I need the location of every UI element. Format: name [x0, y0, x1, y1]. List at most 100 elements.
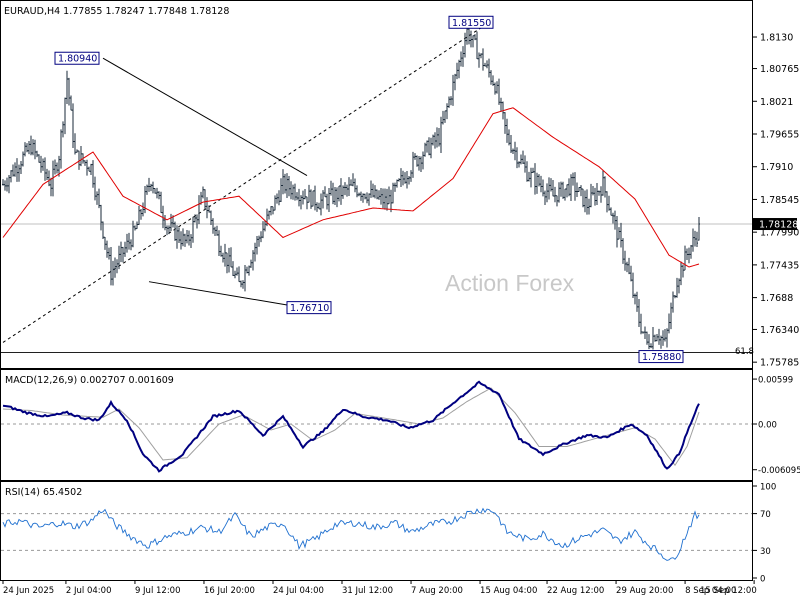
rsi-tick-label: 100 — [760, 483, 776, 493]
rsi-pane-frame — [0, 481, 753, 581]
price-bar — [550, 178, 552, 192]
price-bar — [352, 173, 354, 187]
price-bar — [138, 205, 140, 225]
price-bar — [114, 257, 116, 278]
price-bar — [300, 195, 302, 210]
price-bar — [264, 220, 266, 232]
price-label: 1.80940 — [58, 54, 97, 65]
price-bar — [484, 62, 486, 67]
price-bar — [384, 188, 386, 210]
price-bar — [452, 74, 454, 106]
price-bar — [530, 167, 532, 188]
price-bar — [548, 177, 550, 200]
price-bar — [646, 331, 648, 345]
price-bar — [268, 210, 270, 220]
price-bar — [136, 221, 138, 230]
price-bar — [158, 191, 160, 200]
price-bar — [104, 236, 106, 250]
channel-trendline — [2, 19, 494, 343]
price-bar — [106, 240, 108, 258]
price-bar — [304, 188, 306, 200]
price-bar — [254, 242, 256, 262]
price-bar — [318, 202, 320, 210]
price-bar — [658, 328, 660, 345]
price-bar — [14, 162, 16, 177]
price-pane-frame — [0, 0, 753, 369]
trendlines — [2, 19, 494, 343]
macd-pane-frame — [0, 369, 753, 481]
price-bar — [312, 190, 314, 207]
price-tick-label: 1.78545 — [760, 195, 799, 206]
price-bar — [698, 217, 700, 241]
price-bar — [326, 193, 328, 210]
price-bar — [524, 155, 526, 173]
price-bar — [88, 166, 90, 172]
price-bar — [240, 280, 242, 288]
price-bar — [618, 227, 620, 240]
price-bar — [640, 313, 642, 335]
price-bar — [588, 198, 590, 215]
price-bar — [424, 142, 426, 157]
price-bar — [316, 202, 318, 212]
price-bar — [58, 155, 60, 177]
price-bar — [322, 190, 324, 209]
price-bar — [514, 141, 516, 161]
price-bar — [496, 81, 498, 94]
price-bar — [190, 234, 192, 248]
price-bar — [246, 266, 248, 274]
label-frame — [638, 350, 684, 364]
price-bar — [572, 172, 574, 186]
price-bar — [344, 182, 346, 196]
price-bar — [146, 184, 148, 195]
price-label-box: 1.75880 — [638, 350, 684, 364]
price-bar — [444, 110, 446, 123]
price-bar — [226, 252, 228, 274]
price-bar — [666, 328, 668, 348]
price-tick-label: 1.79655 — [760, 130, 799, 141]
price-label: 1.75880 — [642, 352, 681, 363]
price-bar — [656, 333, 658, 342]
price-bar — [432, 134, 434, 146]
price-label: 1.76710 — [290, 303, 329, 314]
price-bar — [18, 164, 20, 182]
price-bar — [84, 160, 86, 166]
price-bar — [170, 213, 172, 232]
price-bar — [98, 188, 100, 209]
price-bar — [48, 170, 50, 187]
price-bar — [186, 230, 188, 244]
price-bar — [554, 186, 556, 203]
price-bar — [288, 176, 290, 197]
price-bar — [380, 188, 382, 205]
price-bar — [682, 264, 684, 278]
price-bar — [152, 181, 154, 194]
price-bar — [90, 163, 92, 176]
price-bar — [308, 184, 310, 203]
price-bar — [128, 232, 130, 250]
price-bar — [62, 121, 64, 138]
price-bar — [306, 196, 308, 210]
price-bar — [68, 77, 70, 106]
price-bar — [250, 259, 252, 268]
price-bar — [610, 207, 612, 216]
price-bar — [252, 250, 254, 271]
time-tick-label: 8 Sep 04:00 — [685, 586, 736, 596]
price-bar — [332, 182, 334, 205]
price-bar — [320, 193, 322, 216]
price-bar — [214, 226, 216, 236]
price-bar — [340, 178, 342, 205]
price-bar — [690, 245, 692, 259]
price-bar — [382, 188, 384, 209]
price-bar — [480, 53, 482, 59]
price-bar — [488, 58, 490, 78]
price-bar — [184, 233, 186, 247]
price-label-box: 1.80940 — [54, 51, 100, 65]
price-bar — [6, 177, 8, 192]
time-tick-label: 29 Aug 20:00 — [616, 586, 673, 596]
price-bar — [446, 103, 448, 120]
fib-label: 61.8 — [735, 347, 754, 357]
price-bar — [188, 230, 190, 246]
moving-average-line — [2, 107, 700, 268]
price-bar — [64, 97, 66, 135]
price-bar — [582, 188, 584, 208]
rsi-lines — [2, 507, 700, 561]
